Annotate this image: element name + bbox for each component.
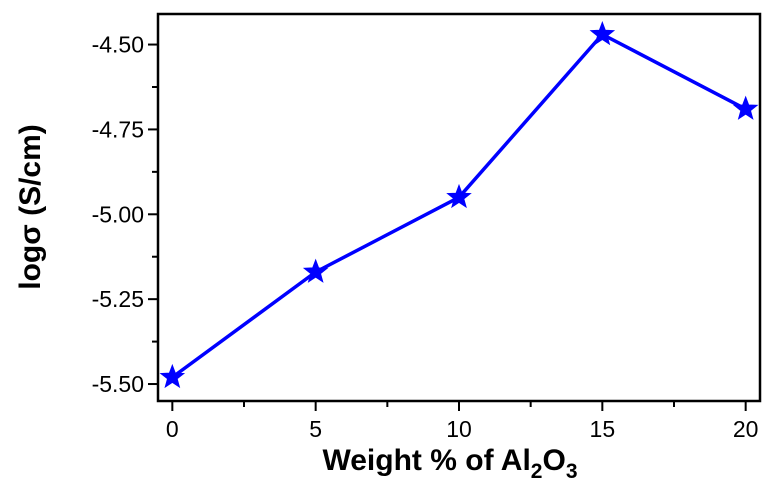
x-tick-labels: 0 5 10 15 20 <box>166 416 759 442</box>
y-axis-title: logσ (S/cm) <box>14 124 47 290</box>
data-point-star <box>732 95 759 120</box>
x-tick-label: 5 <box>309 416 322 442</box>
series-line <box>171 32 747 379</box>
y-tick-label: -4.50 <box>92 32 144 58</box>
y-tick-label: -5.50 <box>92 371 144 397</box>
y-tick-label: -5.25 <box>92 286 144 312</box>
y-tick-label: -4.75 <box>92 116 144 142</box>
data-point-star <box>589 20 616 46</box>
x-tick-label: 20 <box>733 416 759 442</box>
x-tick-label: 15 <box>590 416 616 442</box>
y-tick-label: -5.00 <box>92 201 144 227</box>
y-tick-labels: -5.50 -5.25 -5.00 -4.75 -4.50 <box>92 32 144 397</box>
x-tick-label: 10 <box>446 416 472 442</box>
data-point-star <box>446 183 472 209</box>
data-point-star <box>302 258 329 283</box>
plot-frame <box>156 12 762 403</box>
x-axis-title: Weight % of Al2O3 <box>322 444 577 479</box>
x-tick-label: 0 <box>166 416 179 442</box>
series-group <box>159 20 759 389</box>
data-point-star <box>159 363 186 389</box>
axis-ticks <box>148 43 747 411</box>
